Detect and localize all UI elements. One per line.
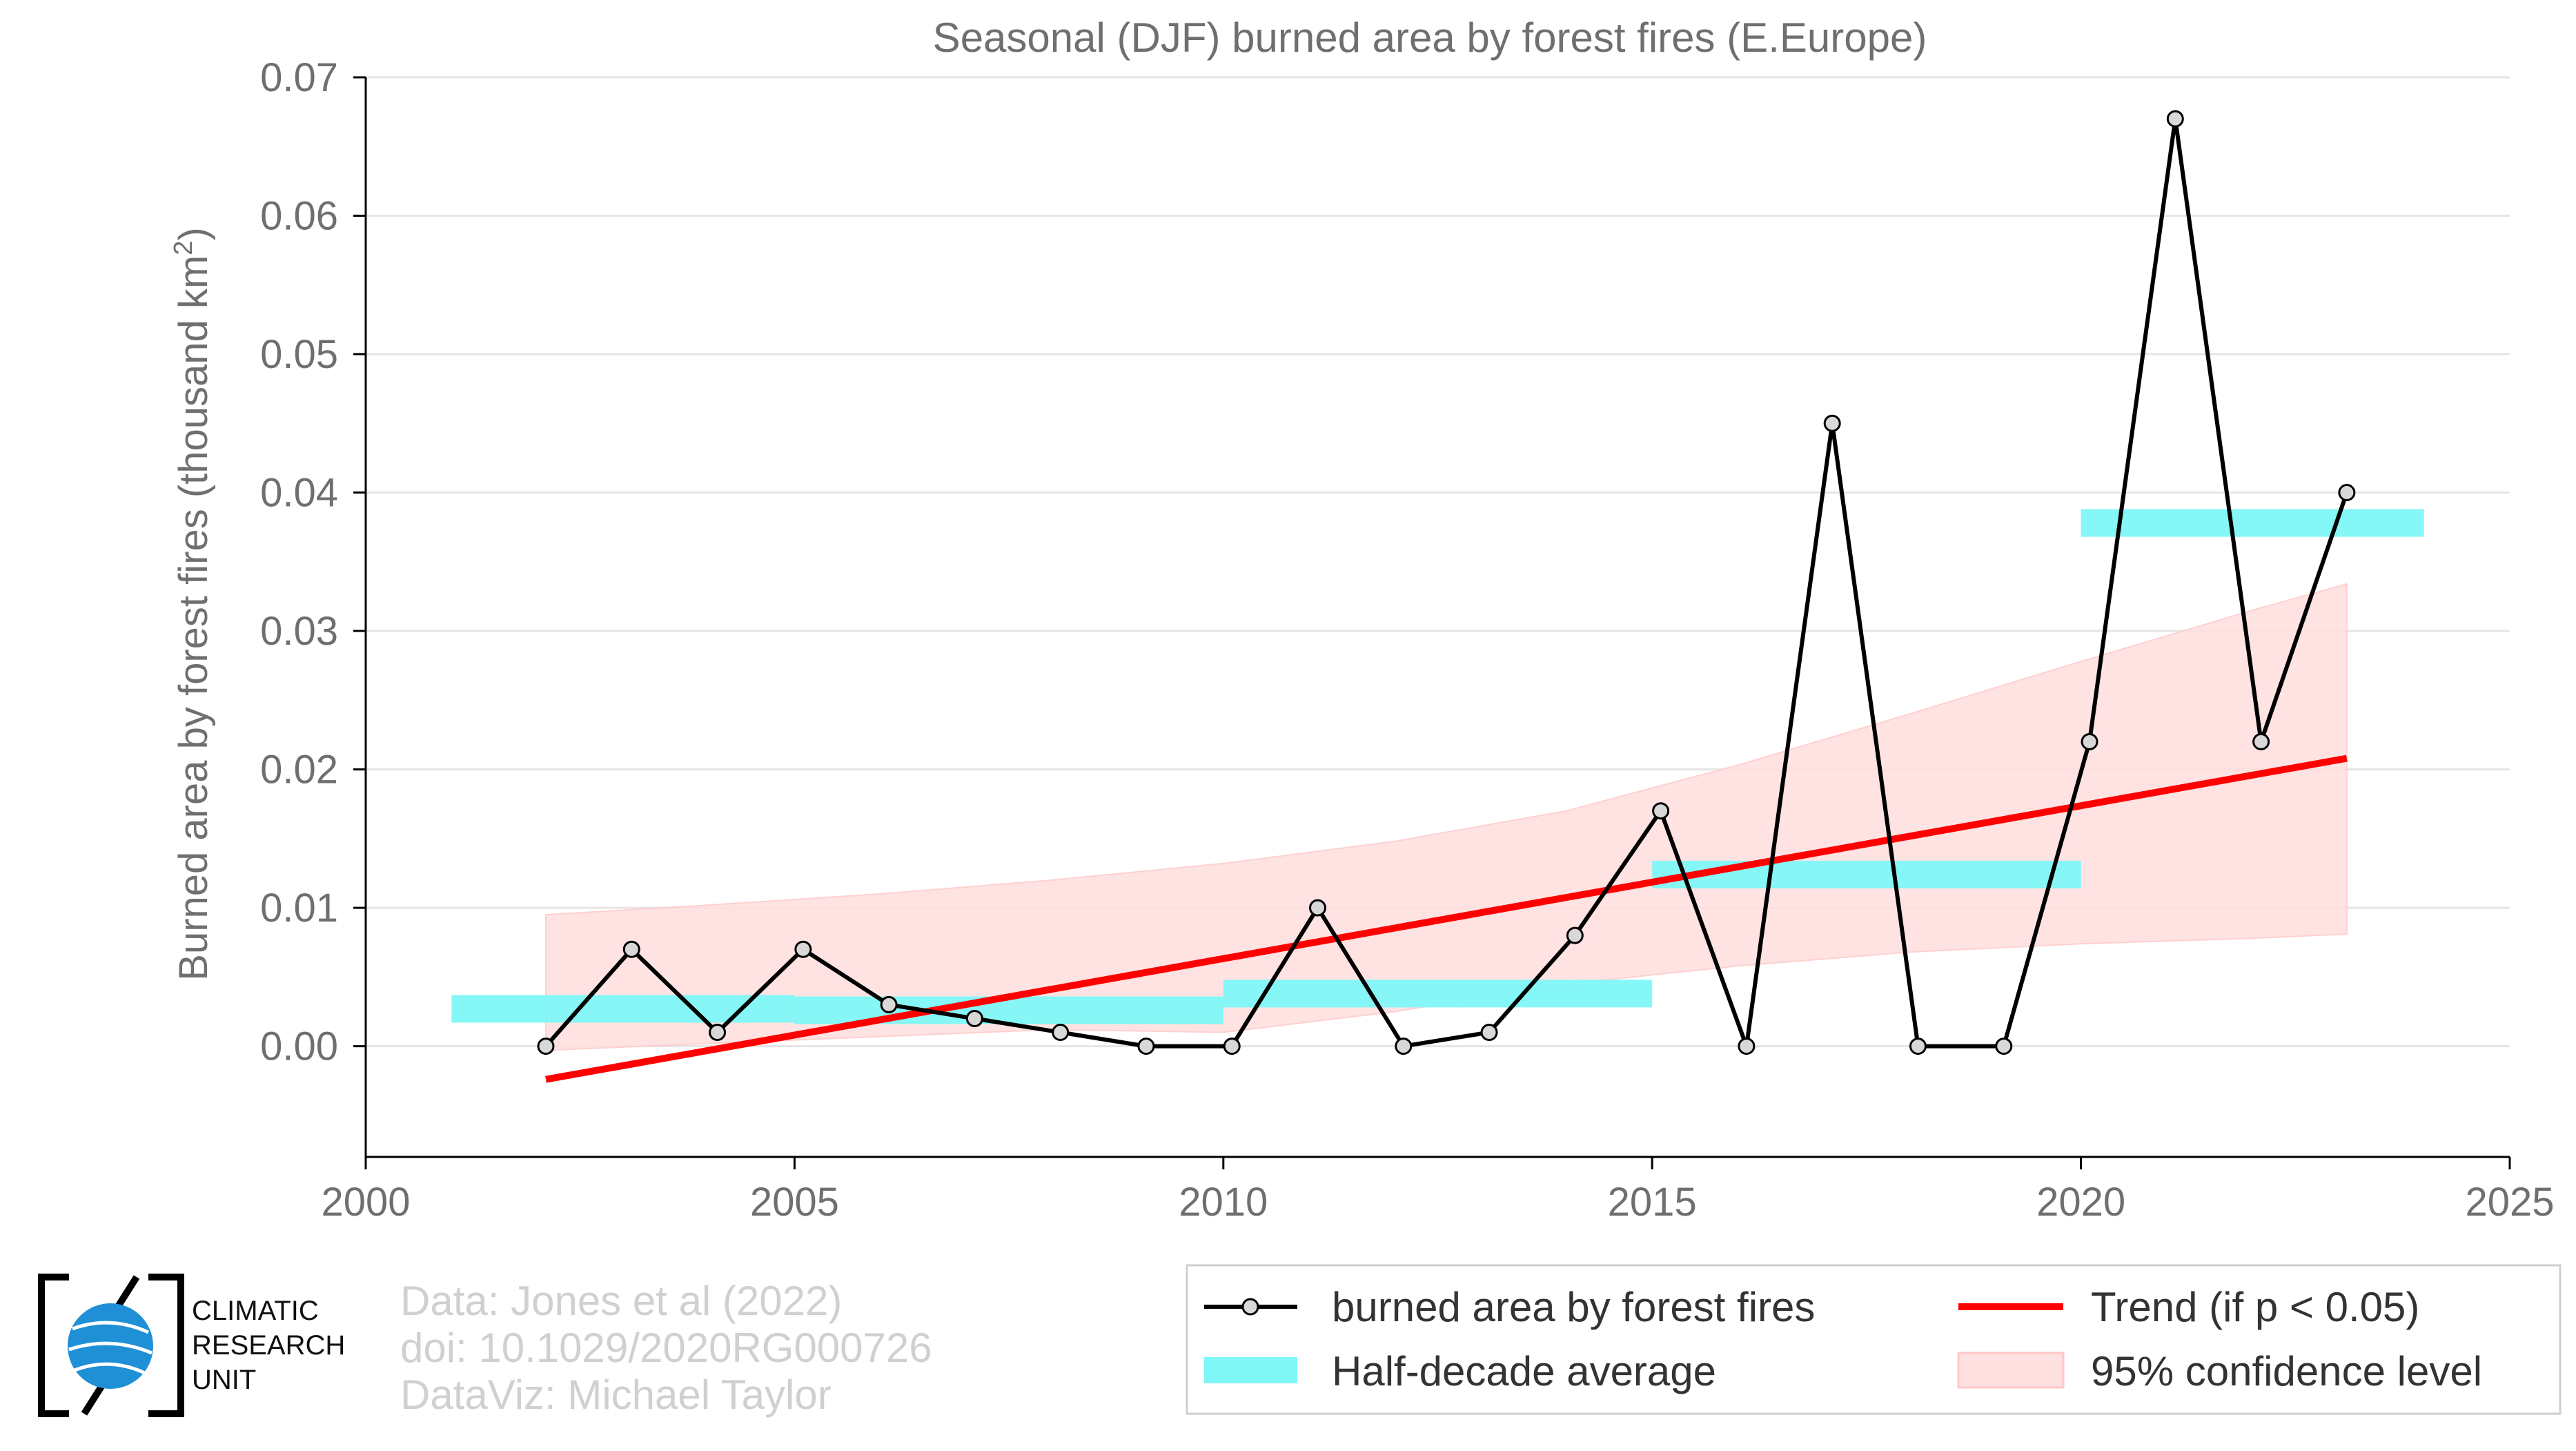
- data-point-13: [1652, 802, 1670, 820]
- globe-swirl-1: [72, 1321, 150, 1334]
- y-tick-label-7: 0.07: [260, 55, 338, 100]
- data-point-10: [1395, 1038, 1413, 1055]
- half-decade-bar-4: [2081, 509, 2424, 537]
- globe-swirl-3: [74, 1362, 148, 1376]
- credit-doi: doi: 10.1029/2020RG000726: [400, 1325, 932, 1371]
- data-point-3: [794, 940, 812, 958]
- x-tick-label-5: 2025: [2465, 1180, 2554, 1225]
- half-decade-bar-1: [794, 996, 1223, 1024]
- legend-swatch-half-decade: [1204, 1357, 1297, 1383]
- legend-frame: [1186, 1264, 2562, 1415]
- logo-text-unit: UNIT: [192, 1365, 256, 1395]
- data-point-21: [2338, 484, 2356, 502]
- axes: [364, 77, 2510, 1158]
- half-decade-bar-0: [451, 995, 795, 1023]
- logo-text-research: RESEARCH: [192, 1330, 345, 1361]
- y-axis-label-superscript: 2: [169, 241, 198, 255]
- credit-data: Data: Jones et al (2022): [400, 1278, 842, 1324]
- y-axis-label-end: ): [171, 227, 216, 240]
- y-tick-label-1: 0.01: [260, 886, 338, 931]
- y-tick-label-0: 0.00: [260, 1024, 338, 1069]
- data-point-0: [537, 1038, 555, 1055]
- logo-bracket-right: [148, 1274, 184, 1417]
- series-line-0: [544, 117, 2349, 1049]
- half-decade-bar-2: [1223, 980, 1653, 1008]
- trend-line: [545, 754, 2348, 1083]
- legend: burned area by forest fires Half-decade …: [1186, 1264, 2562, 1415]
- data-point-16: [1909, 1038, 1927, 1055]
- y-tick-label-5: 0.05: [260, 332, 338, 377]
- legend-swatch-confidence: [1957, 1352, 2065, 1389]
- trend-layer: [545, 754, 2348, 1083]
- data-point-18: [2081, 732, 2098, 750]
- y-axis-label-main: Burned area by forest fires (thousand km: [171, 255, 216, 981]
- x-tick-label-0: 2000: [321, 1180, 410, 1225]
- x-tick-label-4: 2020: [2036, 1180, 2125, 1225]
- x-tick-label-3: 2015: [1608, 1180, 1697, 1225]
- cru-logo: CLIMATIC RESEARCH UNIT: [38, 1274, 345, 1417]
- data-point-11: [1480, 1024, 1498, 1042]
- series-layer: [537, 110, 2356, 1055]
- data-point-20: [2252, 732, 2270, 750]
- y-tick-label-3: 0.03: [260, 609, 338, 654]
- globe-swirl-2: [68, 1341, 153, 1355]
- logo-bracket-left: [38, 1274, 69, 1417]
- data-point-4: [880, 995, 898, 1013]
- data-point-12: [1566, 926, 1584, 944]
- credits: Data: Jones et al (2022) doi: 10.1029/20…: [400, 1278, 932, 1418]
- credit-dataviz: DataViz: Michael Taylor: [400, 1372, 832, 1418]
- data-point-5: [965, 1009, 983, 1027]
- y-tick-label-6: 0.06: [260, 194, 338, 239]
- x-tick-label-2: 2010: [1179, 1180, 1268, 1225]
- data-point-7: [1137, 1038, 1155, 1055]
- data-point-9: [1309, 899, 1327, 917]
- data-point-1: [622, 940, 640, 958]
- data-point-14: [1738, 1038, 1756, 1055]
- x-tick-label-1: 2005: [750, 1180, 839, 1225]
- data-point-6: [1052, 1024, 1070, 1042]
- half-decade-bar-3: [1652, 860, 2081, 888]
- data-point-2: [709, 1024, 727, 1042]
- data-point-17: [1995, 1038, 2013, 1055]
- data-point-8: [1223, 1038, 1241, 1055]
- legend-label-confidence: 95% confidence level: [2091, 1348, 2482, 1394]
- legend-label-trend: Trend (if p < 0.05): [2091, 1284, 2419, 1330]
- chart-title: Seasonal (DJF) burned area by forest fir…: [933, 14, 1927, 61]
- legend-marker-burned-area: [1241, 1298, 1259, 1316]
- data-point-15: [1823, 414, 1841, 432]
- legend-label-burned-area: burned area by forest fires: [1332, 1284, 1815, 1330]
- logo-text-climatic: CLIMATIC: [192, 1296, 319, 1326]
- y-axis-label: Burned area by forest fires (thousand km…: [169, 227, 216, 980]
- ticks: 0.00 0.01 0.02 0.03 0.04 0.05 0.06 0.07 2000 2005…: [260, 55, 2554, 1225]
- y-tick-label-2: 0.02: [260, 748, 338, 792]
- y-tick-label-4: 0.04: [260, 471, 338, 516]
- legend-label-half-decade: Half-decade average: [1332, 1348, 1716, 1394]
- data-point-19: [2166, 110, 2184, 128]
